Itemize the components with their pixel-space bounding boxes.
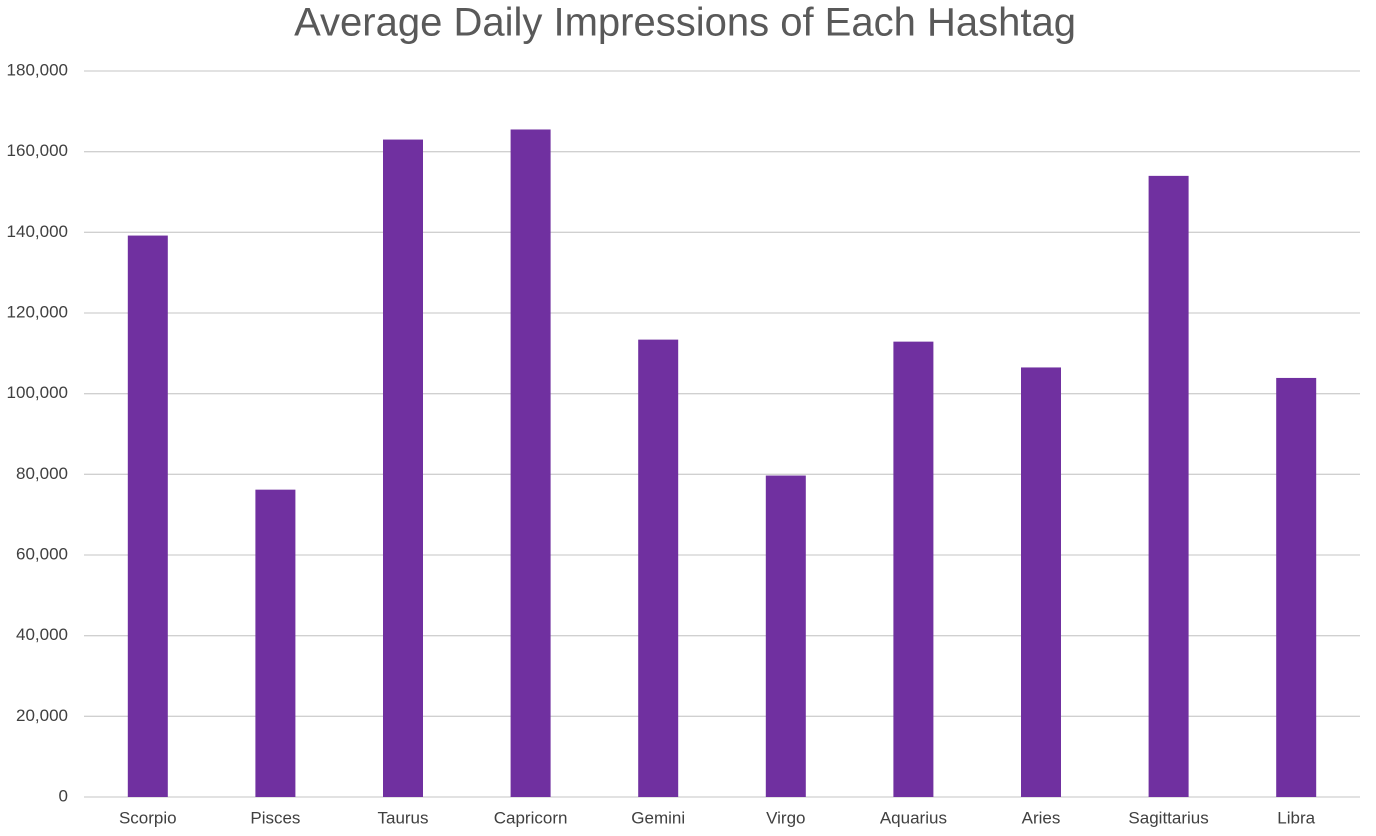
bar (1148, 175, 1189, 797)
x-tick-label: Sagittarius (1128, 808, 1208, 827)
y-tick-label: 80,000 (16, 464, 68, 483)
x-tick-label: Capricorn (494, 808, 568, 827)
bar (383, 139, 423, 798)
x-tick-label: Pisces (250, 808, 300, 827)
y-tick-label: 20,000 (16, 706, 68, 725)
chart-title: Average Daily Impressions of Each Hashta… (294, 1, 1076, 45)
bar (127, 235, 168, 797)
x-tick-label: Libra (1277, 808, 1315, 827)
y-tick-label: 180,000 (7, 60, 68, 79)
y-tick-label: 100,000 (7, 383, 68, 402)
y-tick-label: 60,000 (16, 544, 68, 563)
bar (510, 129, 551, 797)
bar (255, 489, 296, 797)
bar (893, 341, 934, 797)
x-tick-label: Taurus (377, 808, 428, 827)
x-tick-label: Aries (1022, 808, 1061, 827)
x-tick-label: Aquarius (880, 808, 947, 827)
bar (1276, 377, 1317, 797)
y-tick-label: 140,000 (7, 222, 68, 241)
x-tick-label: Scorpio (119, 808, 177, 827)
bar (638, 339, 679, 797)
bar (1021, 367, 1061, 797)
y-tick-label: 120,000 (7, 302, 68, 321)
bar (765, 475, 806, 797)
y-tick-label: 160,000 (7, 141, 68, 160)
x-tick-label: Virgo (766, 808, 805, 827)
x-tick-label: Gemini (631, 808, 685, 827)
y-tick-label: 0 (59, 786, 68, 805)
y-tick-label: 40,000 (16, 625, 68, 644)
